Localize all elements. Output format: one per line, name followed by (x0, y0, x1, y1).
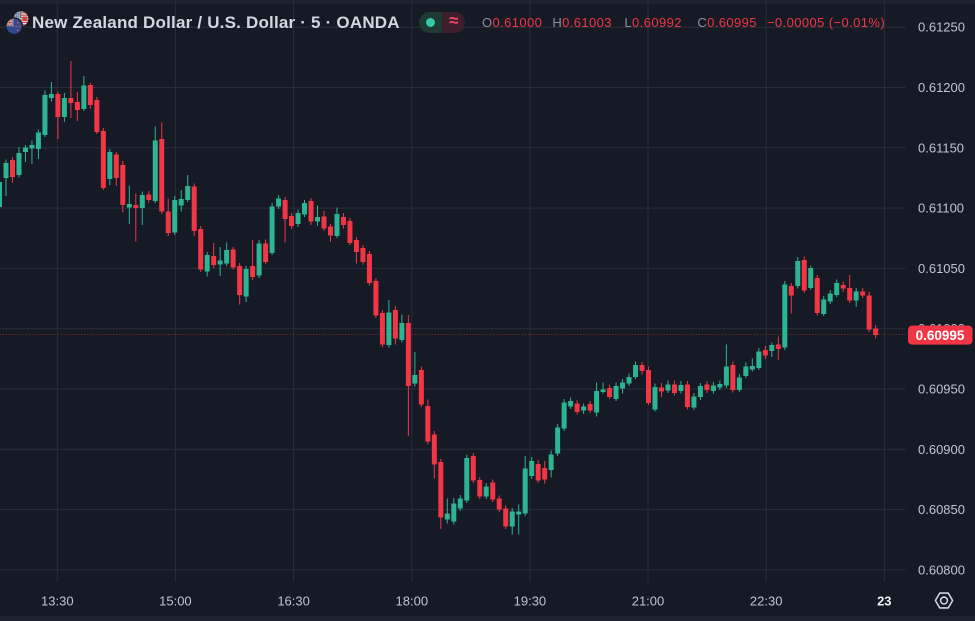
svg-text:13:30: 13:30 (41, 594, 74, 609)
svg-text:19:30: 19:30 (514, 594, 547, 609)
svg-text:23: 23 (877, 594, 891, 609)
svg-text:0.61100: 0.61100 (918, 201, 964, 216)
svg-text:0.61050: 0.61050 (918, 261, 965, 276)
svg-text:0.60950: 0.60950 (918, 382, 965, 397)
svg-text:0.61250: 0.61250 (918, 20, 965, 35)
svg-text:0.60800: 0.60800 (918, 562, 965, 577)
svg-text:0.61150: 0.61150 (918, 140, 964, 155)
svg-text:21:00: 21:00 (632, 594, 665, 609)
svg-text:0.61200: 0.61200 (918, 80, 965, 95)
svg-text:15:00: 15:00 (159, 594, 192, 609)
svg-text:0.60995: 0.60995 (916, 328, 965, 343)
svg-text:0.60850: 0.60850 (918, 502, 965, 517)
svg-text:18:00: 18:00 (396, 594, 429, 609)
svg-text:16:30: 16:30 (277, 594, 310, 609)
svg-text:22:30: 22:30 (750, 594, 783, 609)
svg-text:0.60900: 0.60900 (918, 442, 965, 457)
